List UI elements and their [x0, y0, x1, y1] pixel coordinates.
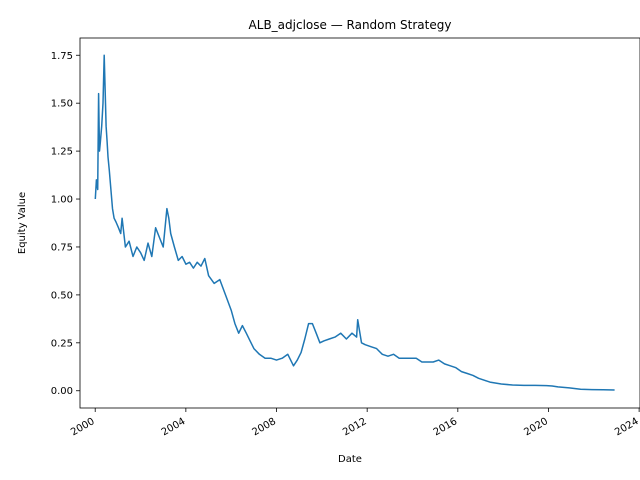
chart-title: ALB_adjclose — Random Strategy	[249, 18, 452, 32]
y-tick-label: 1.00	[51, 195, 73, 206]
y-tick-label: 0.00	[51, 386, 73, 397]
y-axis-label: Equity Value	[17, 192, 28, 254]
y-tick-label: 1.25	[51, 147, 73, 158]
y-axis-ticks: 0.00 0.25 0.50 0.75 1.00 1.25 1.50 1.75	[51, 51, 80, 397]
y-tick-label: 0.50	[51, 290, 73, 301]
y-tick-label: 0.75	[51, 242, 73, 253]
plot-frame	[79, 37, 640, 409]
x-axis-label: Date	[338, 454, 362, 465]
equity-line	[94, 54, 615, 391]
y-tick-label: 1.75	[51, 51, 73, 62]
y-tick-label: 1.50	[51, 99, 73, 110]
y-tick-label: 0.25	[51, 338, 73, 349]
